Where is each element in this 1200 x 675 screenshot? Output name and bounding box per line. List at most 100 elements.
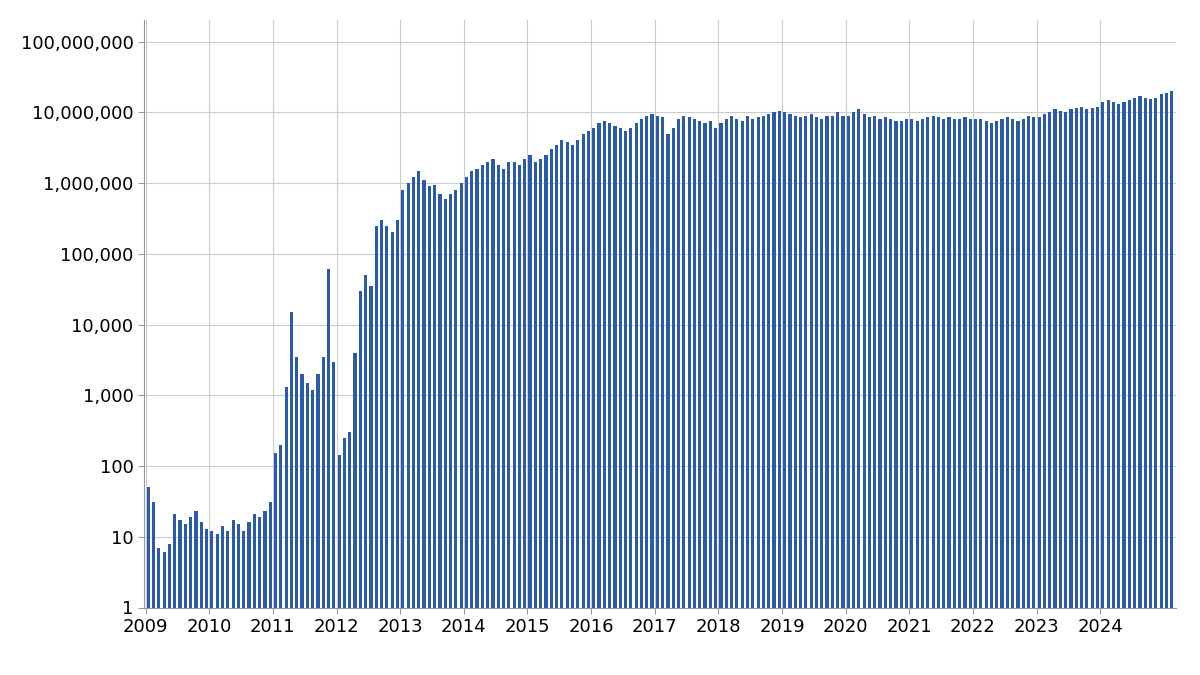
Bar <box>184 524 187 608</box>
Bar <box>455 190 457 608</box>
Bar <box>146 487 150 608</box>
Bar <box>1075 108 1078 608</box>
Bar <box>359 291 362 608</box>
Bar <box>810 114 812 608</box>
Bar <box>1170 91 1174 608</box>
Bar <box>778 111 781 608</box>
Bar <box>422 180 426 608</box>
Bar <box>958 119 961 608</box>
Bar <box>619 128 622 608</box>
Bar <box>497 165 500 608</box>
Bar <box>460 183 463 608</box>
Bar <box>418 171 420 608</box>
Bar <box>280 445 282 608</box>
Bar <box>937 117 940 608</box>
Bar <box>799 117 802 608</box>
Bar <box>661 117 665 608</box>
Bar <box>736 119 738 608</box>
Bar <box>784 112 786 608</box>
Bar <box>247 522 251 608</box>
Bar <box>190 517 192 608</box>
Bar <box>210 531 214 608</box>
Bar <box>306 383 308 608</box>
Bar <box>385 225 389 608</box>
Bar <box>290 312 293 608</box>
Bar <box>1016 121 1020 608</box>
Bar <box>751 119 755 608</box>
Bar <box>820 119 823 608</box>
Bar <box>598 124 601 608</box>
Bar <box>602 121 606 608</box>
Bar <box>773 112 775 608</box>
Bar <box>841 115 845 608</box>
Bar <box>481 165 484 608</box>
Bar <box>565 142 569 608</box>
Bar <box>571 144 574 608</box>
Bar <box>475 169 479 608</box>
Bar <box>438 194 442 608</box>
Bar <box>900 121 902 608</box>
Bar <box>407 183 409 608</box>
Bar <box>433 184 437 608</box>
Bar <box>1027 115 1030 608</box>
Bar <box>354 352 356 608</box>
Bar <box>1139 96 1141 608</box>
Bar <box>263 511 266 608</box>
Bar <box>894 121 898 608</box>
Bar <box>826 115 829 608</box>
Bar <box>1012 119 1014 608</box>
Bar <box>444 198 446 608</box>
Bar <box>464 178 468 608</box>
Bar <box>486 162 490 608</box>
Bar <box>984 121 988 608</box>
Bar <box>1165 92 1168 608</box>
Bar <box>1112 102 1115 608</box>
Bar <box>635 124 637 608</box>
Bar <box>380 220 383 608</box>
Bar <box>491 159 494 608</box>
Bar <box>253 514 256 608</box>
Bar <box>173 514 176 608</box>
Bar <box>762 115 766 608</box>
Bar <box>847 115 850 608</box>
Bar <box>401 190 404 608</box>
Bar <box>396 220 400 608</box>
Bar <box>194 511 198 608</box>
Bar <box>326 269 330 608</box>
Bar <box>502 169 505 608</box>
Bar <box>1080 107 1084 608</box>
Bar <box>1069 109 1073 608</box>
Bar <box>284 387 288 608</box>
Bar <box>624 131 628 608</box>
Bar <box>337 456 341 608</box>
Bar <box>427 186 431 608</box>
Bar <box>592 128 595 608</box>
Bar <box>348 432 352 608</box>
Bar <box>274 454 277 608</box>
Bar <box>1102 102 1104 608</box>
Bar <box>767 114 770 608</box>
Bar <box>990 124 994 608</box>
Bar <box>863 114 865 608</box>
Bar <box>1038 117 1040 608</box>
Bar <box>364 275 367 608</box>
Bar <box>1091 108 1094 608</box>
Bar <box>688 117 691 608</box>
Bar <box>640 119 643 608</box>
Bar <box>534 162 536 608</box>
Bar <box>512 162 516 608</box>
Bar <box>1154 98 1158 608</box>
Bar <box>300 374 304 608</box>
Bar <box>629 128 632 608</box>
Bar <box>152 502 155 608</box>
Bar <box>1054 109 1057 608</box>
Bar <box>874 115 876 608</box>
Bar <box>830 115 834 608</box>
Bar <box>698 121 701 608</box>
Bar <box>545 155 547 608</box>
Bar <box>470 171 473 608</box>
Bar <box>666 134 670 608</box>
Bar <box>692 119 696 608</box>
Bar <box>942 119 946 608</box>
Bar <box>157 547 161 608</box>
